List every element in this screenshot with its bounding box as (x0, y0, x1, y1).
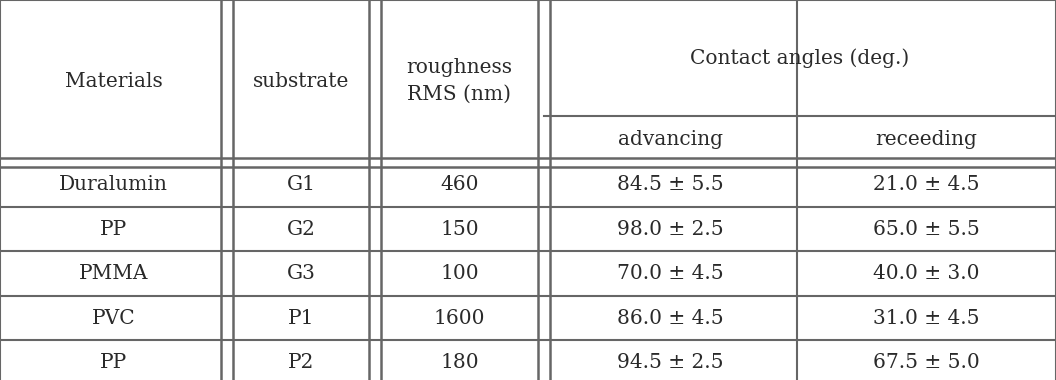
Text: Materials: Materials (64, 72, 163, 91)
Text: 40.0 ± 3.0: 40.0 ± 3.0 (873, 264, 980, 283)
Text: Duralumin: Duralumin (59, 175, 168, 194)
Text: 86.0 ± 4.5: 86.0 ± 4.5 (618, 309, 723, 328)
Text: P1: P1 (287, 309, 315, 328)
Text: PVC: PVC (92, 309, 135, 328)
Text: PMMA: PMMA (79, 264, 148, 283)
Text: advancing: advancing (618, 130, 723, 149)
Text: P2: P2 (288, 353, 314, 372)
Text: PP: PP (100, 353, 127, 372)
Text: 70.0 ± 4.5: 70.0 ± 4.5 (618, 264, 723, 283)
Text: roughness
RMS (nm): roughness RMS (nm) (407, 59, 512, 104)
Text: 460: 460 (440, 175, 478, 194)
Text: Contact angles (deg.): Contact angles (deg.) (691, 48, 909, 68)
Text: PP: PP (100, 220, 127, 239)
Text: 65.0 ± 5.5: 65.0 ± 5.5 (873, 220, 980, 239)
Text: 31.0 ± 4.5: 31.0 ± 4.5 (873, 309, 980, 328)
Text: substrate: substrate (252, 72, 350, 91)
Text: G1: G1 (286, 175, 316, 194)
Text: 94.5 ± 2.5: 94.5 ± 2.5 (618, 353, 723, 372)
Text: 67.5 ± 5.0: 67.5 ± 5.0 (873, 353, 980, 372)
Text: 1600: 1600 (434, 309, 485, 328)
Text: receeding: receeding (875, 130, 978, 149)
Text: G3: G3 (286, 264, 316, 283)
Text: 150: 150 (440, 220, 478, 239)
Text: 84.5 ± 5.5: 84.5 ± 5.5 (618, 175, 723, 194)
Text: 100: 100 (440, 264, 478, 283)
Text: 21.0 ± 4.5: 21.0 ± 4.5 (873, 175, 980, 194)
Text: G2: G2 (286, 220, 316, 239)
Text: 98.0 ± 2.5: 98.0 ± 2.5 (618, 220, 723, 239)
Text: 180: 180 (440, 353, 478, 372)
